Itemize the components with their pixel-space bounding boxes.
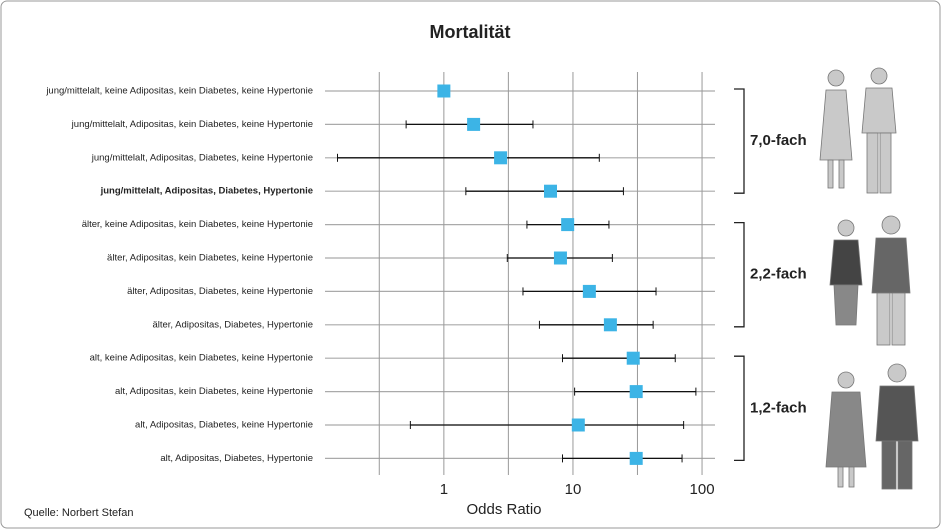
group-bracket [734,221,745,328]
x-tick-label: 10 [565,481,582,498]
y-tick-label: älter, Adipositas, kein Diabetes, keine … [107,253,313,264]
y-tick-label: jung/mittelalt, keine Adipositas, kein D… [45,86,313,97]
marker [437,84,451,98]
y-tick-label: jung/mittelalt, Adipositas, Diabetes, ke… [91,152,313,163]
group-label: 2,2-fach [750,266,807,283]
y-tick-label: alt, Adipositas, Diabetes, keine Hyperto… [135,420,313,431]
x-tick-label: 1 [440,481,448,498]
marker [544,184,558,198]
y-tick-label: jung/mittelalt, Adipositas, kein Diabete… [71,119,313,130]
marker [494,151,508,165]
y-tick-label: alt, Adipositas, kein Diabetes, keine Hy… [115,386,313,397]
marker [629,385,643,399]
y-tick-label: alt, keine Adipositas, kein Diabetes, ke… [90,353,313,364]
marker [603,318,617,332]
marker [571,418,585,432]
y-tick-label: alt, Adipositas, Diabetes, Hypertonie [160,453,313,464]
marker [561,218,575,232]
marker [626,351,640,365]
group-bracket [734,88,745,194]
y-tick-label: älter, Adipositas, Diabetes, keine Hyper… [127,286,313,297]
marker [467,117,481,131]
source: Quelle: Norbert Stefan [24,507,133,519]
people-illustrations [819,67,919,490]
chart-title: Mortalität [430,22,511,42]
y-tick-label: älter, keine Adipositas, kein Diabetes, … [82,219,313,230]
marker [629,451,643,465]
x-axis-label: Odds Ratio [466,501,541,518]
y-tick-label: jung/mittelalt, Adipositas, Diabetes, Hy… [100,186,313,197]
group-label: 1,2-fach [750,399,807,416]
x-tick-label: 100 [690,481,715,498]
group-label: 7,0-fach [750,132,807,149]
marker [553,251,567,265]
marker [582,284,596,298]
y-tick-label: älter, Adipositas, Diabetes, Hypertonie [152,319,313,330]
group-bracket [734,355,745,462]
